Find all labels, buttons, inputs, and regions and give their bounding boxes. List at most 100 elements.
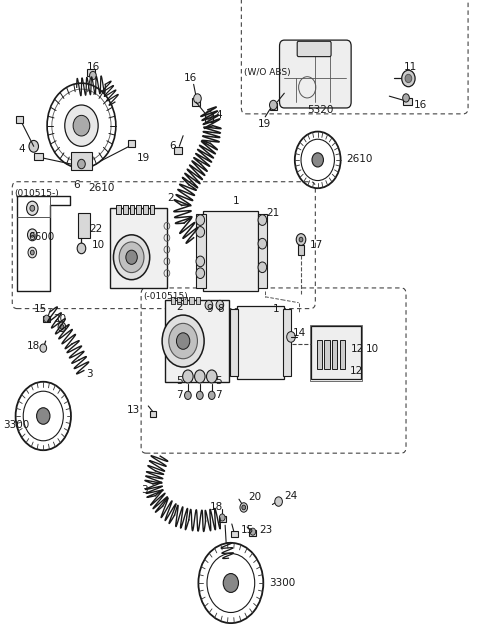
Text: 3300: 3300 xyxy=(3,420,29,430)
Circle shape xyxy=(196,268,204,279)
Circle shape xyxy=(27,229,37,241)
Text: 11: 11 xyxy=(404,62,418,72)
Circle shape xyxy=(296,234,306,245)
Text: 6: 6 xyxy=(73,180,80,189)
Text: (-010515): (-010515) xyxy=(144,292,188,301)
Text: 2: 2 xyxy=(168,193,174,203)
Text: 14: 14 xyxy=(293,328,306,338)
Circle shape xyxy=(275,497,282,507)
Bar xyxy=(231,531,238,537)
Text: 3: 3 xyxy=(142,485,148,495)
Text: 18: 18 xyxy=(27,341,40,351)
Circle shape xyxy=(208,391,215,399)
Text: 3: 3 xyxy=(86,369,93,379)
Bar xyxy=(150,205,155,214)
Text: 2610: 2610 xyxy=(88,182,115,193)
Bar xyxy=(150,411,156,417)
Circle shape xyxy=(223,573,239,593)
Bar xyxy=(71,152,92,170)
Text: 10: 10 xyxy=(365,344,379,354)
Circle shape xyxy=(44,315,49,322)
Circle shape xyxy=(196,215,204,225)
Circle shape xyxy=(184,391,191,399)
Bar xyxy=(205,114,213,121)
Bar xyxy=(203,211,258,291)
Bar xyxy=(219,516,226,522)
Circle shape xyxy=(219,514,225,521)
Bar xyxy=(237,306,284,379)
Circle shape xyxy=(65,105,98,146)
Text: (010515-): (010515-) xyxy=(15,189,60,198)
Text: 7: 7 xyxy=(176,390,182,401)
Bar xyxy=(196,214,205,288)
Bar xyxy=(183,297,187,304)
Circle shape xyxy=(90,71,96,80)
Bar xyxy=(116,205,121,214)
Circle shape xyxy=(36,408,50,424)
Bar xyxy=(317,340,322,369)
Circle shape xyxy=(169,324,197,359)
Circle shape xyxy=(196,391,203,399)
Text: 7: 7 xyxy=(215,390,222,401)
Text: 15: 15 xyxy=(240,525,253,535)
Text: 21: 21 xyxy=(267,208,280,218)
Circle shape xyxy=(162,315,204,367)
Circle shape xyxy=(206,370,217,383)
Circle shape xyxy=(216,300,224,310)
Circle shape xyxy=(258,238,267,249)
Bar xyxy=(298,245,304,256)
Text: 12: 12 xyxy=(350,365,363,376)
Bar xyxy=(258,214,267,288)
Bar xyxy=(283,309,291,376)
Circle shape xyxy=(113,235,150,280)
Circle shape xyxy=(78,159,85,169)
Text: 6600: 6600 xyxy=(28,232,54,241)
Text: 16: 16 xyxy=(184,73,197,83)
Text: 2610: 2610 xyxy=(347,154,373,164)
Bar xyxy=(15,116,23,123)
Circle shape xyxy=(269,100,277,110)
Circle shape xyxy=(240,503,248,512)
Text: 24: 24 xyxy=(284,490,298,501)
Text: 1: 1 xyxy=(233,196,240,205)
Circle shape xyxy=(58,322,66,332)
Bar xyxy=(340,340,345,369)
Circle shape xyxy=(250,528,256,535)
Circle shape xyxy=(205,111,212,119)
Text: 13: 13 xyxy=(126,405,140,415)
Bar xyxy=(128,140,135,147)
Circle shape xyxy=(119,242,144,273)
Circle shape xyxy=(193,94,201,103)
Text: (W/O ABS): (W/O ABS) xyxy=(244,68,290,77)
Bar xyxy=(87,69,95,76)
Bar xyxy=(136,205,141,214)
Circle shape xyxy=(77,243,86,254)
Circle shape xyxy=(405,74,412,83)
Circle shape xyxy=(403,94,409,102)
FancyBboxPatch shape xyxy=(297,41,331,56)
Bar xyxy=(43,316,50,322)
Text: 17: 17 xyxy=(310,241,323,250)
Text: 4: 4 xyxy=(216,110,222,120)
Circle shape xyxy=(30,232,34,237)
Bar xyxy=(177,297,181,304)
Text: 18: 18 xyxy=(210,503,223,512)
Bar xyxy=(34,153,43,160)
Text: 19: 19 xyxy=(258,119,271,129)
Bar xyxy=(130,205,134,214)
Bar xyxy=(123,205,128,214)
Text: 1: 1 xyxy=(272,304,279,313)
Text: 4: 4 xyxy=(19,144,25,154)
Circle shape xyxy=(73,116,90,136)
Bar xyxy=(332,340,337,369)
Bar xyxy=(171,297,176,304)
Circle shape xyxy=(30,250,34,255)
Bar xyxy=(189,297,193,304)
Bar xyxy=(165,300,229,383)
Circle shape xyxy=(287,332,295,342)
Circle shape xyxy=(402,70,415,87)
Text: 8: 8 xyxy=(217,304,224,314)
Circle shape xyxy=(258,215,267,225)
Circle shape xyxy=(242,505,246,510)
Circle shape xyxy=(29,141,38,152)
